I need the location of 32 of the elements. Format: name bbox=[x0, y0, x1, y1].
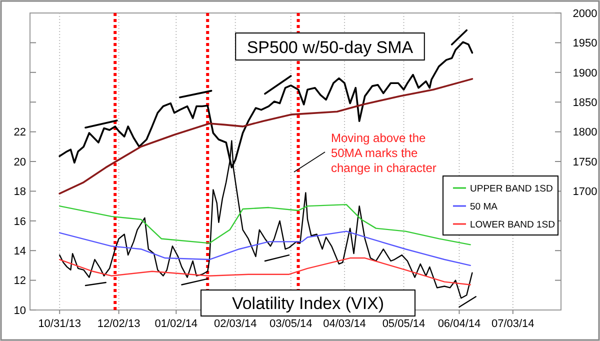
y-tick-label: 12 bbox=[14, 275, 26, 288]
y2-tick-label: 1750 bbox=[572, 156, 598, 168]
text: Volatility Index (VIX) bbox=[232, 294, 384, 313]
x-tick-label: 06/04/14 bbox=[438, 318, 481, 330]
text: SP500 w/50-day SMA bbox=[246, 38, 414, 57]
x-tick-label: 03/05/14 bbox=[269, 318, 312, 330]
line-series bbox=[59, 204, 471, 246]
y-tick-label: 18 bbox=[14, 186, 26, 198]
legend-label: UPPER BAND 1SD bbox=[470, 183, 554, 194]
line-series bbox=[59, 230, 471, 266]
y2-tick-label: 2000 bbox=[572, 8, 598, 20]
line-series bbox=[59, 257, 471, 286]
legend-label: LOWER BAND 1SD bbox=[470, 219, 556, 230]
annotation: Moving above the 50MA marks the change in character bbox=[331, 131, 436, 175]
y2-tick-label: 1700 bbox=[572, 186, 598, 198]
x-tick-label: 02/03/14 bbox=[214, 318, 257, 330]
y2-tick-label: 1800 bbox=[572, 126, 598, 139]
y2-tick-label: 1900 bbox=[572, 67, 598, 80]
x-tick-label: 01/02/14 bbox=[154, 318, 198, 330]
x-tick-label: 04/03/14 bbox=[323, 318, 366, 330]
y2-tick-label: 1850 bbox=[572, 96, 598, 109]
legend-label: 50 MA bbox=[470, 201, 498, 212]
y-tick-label: 14 bbox=[14, 245, 26, 258]
x-tick-label: 12/02/13 bbox=[97, 318, 140, 330]
x-tick-label: 05/05/14 bbox=[382, 318, 426, 330]
y-tick-label: 20 bbox=[14, 156, 26, 168]
y-tick-label: 10 bbox=[14, 304, 26, 317]
y-tick-label: 16 bbox=[14, 216, 26, 228]
y2-tick-label: 1950 bbox=[572, 38, 598, 50]
x-tick-label: 10/31/13 bbox=[38, 318, 82, 330]
y-tick-label: 22 bbox=[14, 126, 26, 139]
x-tick-label: 07/03/14 bbox=[491, 318, 534, 330]
